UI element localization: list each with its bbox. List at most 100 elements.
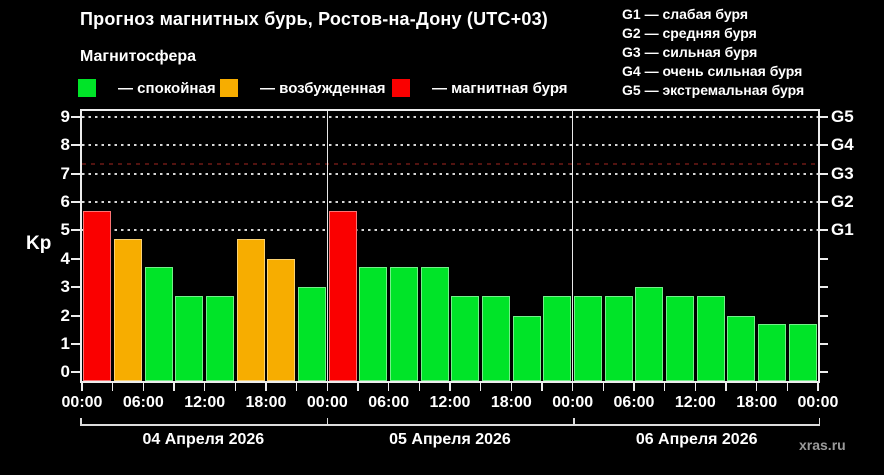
kp-bar — [175, 295, 204, 381]
gridline-kp5 — [82, 229, 818, 232]
gridline-kp8 — [82, 144, 818, 147]
x-tick-label: 18:00 — [490, 394, 532, 411]
kp-bar — [451, 295, 480, 381]
kp-bar — [543, 295, 572, 381]
axis-tick — [820, 314, 828, 317]
kp-bar — [267, 258, 296, 381]
page-title: Прогноз магнитных бурь, Ростов-на-Дону (… — [80, 9, 548, 29]
kp-bar — [727, 315, 756, 381]
g5-legend-line: G5 — экстремальная буря — [622, 82, 805, 98]
x-axis-tick — [173, 383, 175, 391]
kp-bar — [359, 267, 388, 381]
legend-item-excited: — возбужденная — [220, 79, 386, 97]
axis-tick — [820, 286, 828, 289]
kp-bar — [83, 210, 112, 381]
axis-tick — [71, 371, 80, 374]
x-axis-tick — [602, 383, 605, 391]
day-separator — [571, 111, 574, 381]
day-separator — [326, 111, 329, 381]
axis-tick — [71, 201, 80, 204]
x-axis-tick — [755, 383, 758, 391]
x-tick-label: 00:00 — [61, 394, 103, 411]
bracket-tick — [818, 418, 820, 425]
chart-plot — [80, 109, 820, 383]
x-axis-tick — [142, 383, 145, 391]
magnetosphere-legend-heading: Магнитосфера — [80, 48, 197, 65]
x-tick-label: 00:00 — [552, 394, 594, 411]
x-axis-tick — [510, 383, 513, 391]
x-axis-tick — [694, 383, 697, 391]
axis-tick — [820, 371, 828, 374]
x-axis-tick — [541, 383, 543, 391]
x-axis-tick — [786, 383, 789, 391]
x-axis-tick — [418, 383, 421, 391]
axis-tick — [71, 229, 80, 232]
y-tick-label: 1 — [60, 334, 70, 354]
axis-tick — [71, 257, 80, 260]
date-bracket-line — [80, 424, 820, 426]
x-axis-tick — [111, 383, 114, 391]
axis-tick — [71, 115, 80, 118]
x-axis-tick — [817, 383, 819, 391]
watermark-xras: xras.ru — [799, 437, 846, 453]
bracket-tick — [80, 418, 82, 425]
x-axis-tick — [326, 383, 329, 391]
legend-item-label: — магнитная буря — [432, 79, 568, 97]
legend-item-label: — возбужденная — [260, 79, 386, 97]
kp-bar — [635, 287, 664, 381]
axis-tick — [820, 201, 828, 204]
y-axis-title: Kp — [26, 233, 52, 254]
bracket-tick — [573, 418, 575, 425]
x-tick-label: 18:00 — [245, 394, 287, 411]
x-axis-tick — [449, 383, 451, 391]
x-tick-label: 12:00 — [674, 394, 716, 411]
excited-color-swatch — [220, 79, 238, 97]
g2-legend-line: G2 — средняя буря — [622, 25, 757, 41]
x-axis-tick — [571, 383, 574, 391]
kp-bar — [757, 324, 786, 381]
x-tick-label: 06:00 — [368, 394, 410, 411]
x-tick-label: 00:00 — [797, 394, 839, 411]
right-axis-label-g5: G5 — [831, 106, 854, 126]
y-tick-label: 3 — [60, 277, 70, 297]
x-tick-label: 12:00 — [429, 394, 471, 411]
g1-legend-line: G1 — слабая буря — [622, 6, 749, 22]
x-axis-tick — [203, 383, 206, 391]
kp-bar — [113, 239, 142, 381]
y-tick-label: 6 — [60, 192, 70, 212]
right-axis-label-g1: G1 — [831, 220, 854, 240]
axis-tick — [71, 343, 80, 346]
gridline-kp6 — [82, 201, 818, 204]
kp-bar — [604, 295, 633, 381]
kp-bar — [389, 267, 418, 381]
axis-tick — [71, 314, 80, 317]
gridline-kp9 — [82, 115, 818, 118]
quiet-color-swatch — [78, 79, 96, 97]
y-tick-label: 5 — [60, 220, 70, 240]
threshold-dashed-line — [82, 162, 818, 165]
x-tick-label: 06:00 — [613, 394, 655, 411]
x-axis-tick — [81, 383, 83, 391]
axis-tick — [820, 115, 828, 118]
kp-bar — [481, 295, 510, 381]
date-label-day3: 06 Апреля 2026 — [635, 431, 758, 448]
right-axis-label-g3: G3 — [831, 163, 854, 183]
axis-tick — [71, 286, 80, 289]
kp-bar — [696, 295, 725, 381]
right-axis-label-g4: G4 — [831, 135, 854, 155]
kp-bar — [236, 239, 265, 381]
chart-plot-area — [82, 111, 818, 381]
x-axis-tick — [725, 383, 727, 391]
kp-bar — [205, 295, 234, 381]
legend-item-storm: — магнитная буря — [392, 79, 568, 97]
kp-bar — [665, 295, 694, 381]
x-axis-tick — [387, 383, 390, 391]
x-axis-tick — [265, 383, 267, 391]
axis-tick — [820, 257, 828, 260]
axis-tick — [71, 144, 80, 147]
x-axis-tick — [663, 383, 666, 391]
x-tick-label: 00:00 — [306, 394, 348, 411]
storm-color-swatch — [392, 79, 410, 97]
y-tick-label: 9 — [60, 106, 70, 126]
axis-tick — [820, 144, 828, 147]
